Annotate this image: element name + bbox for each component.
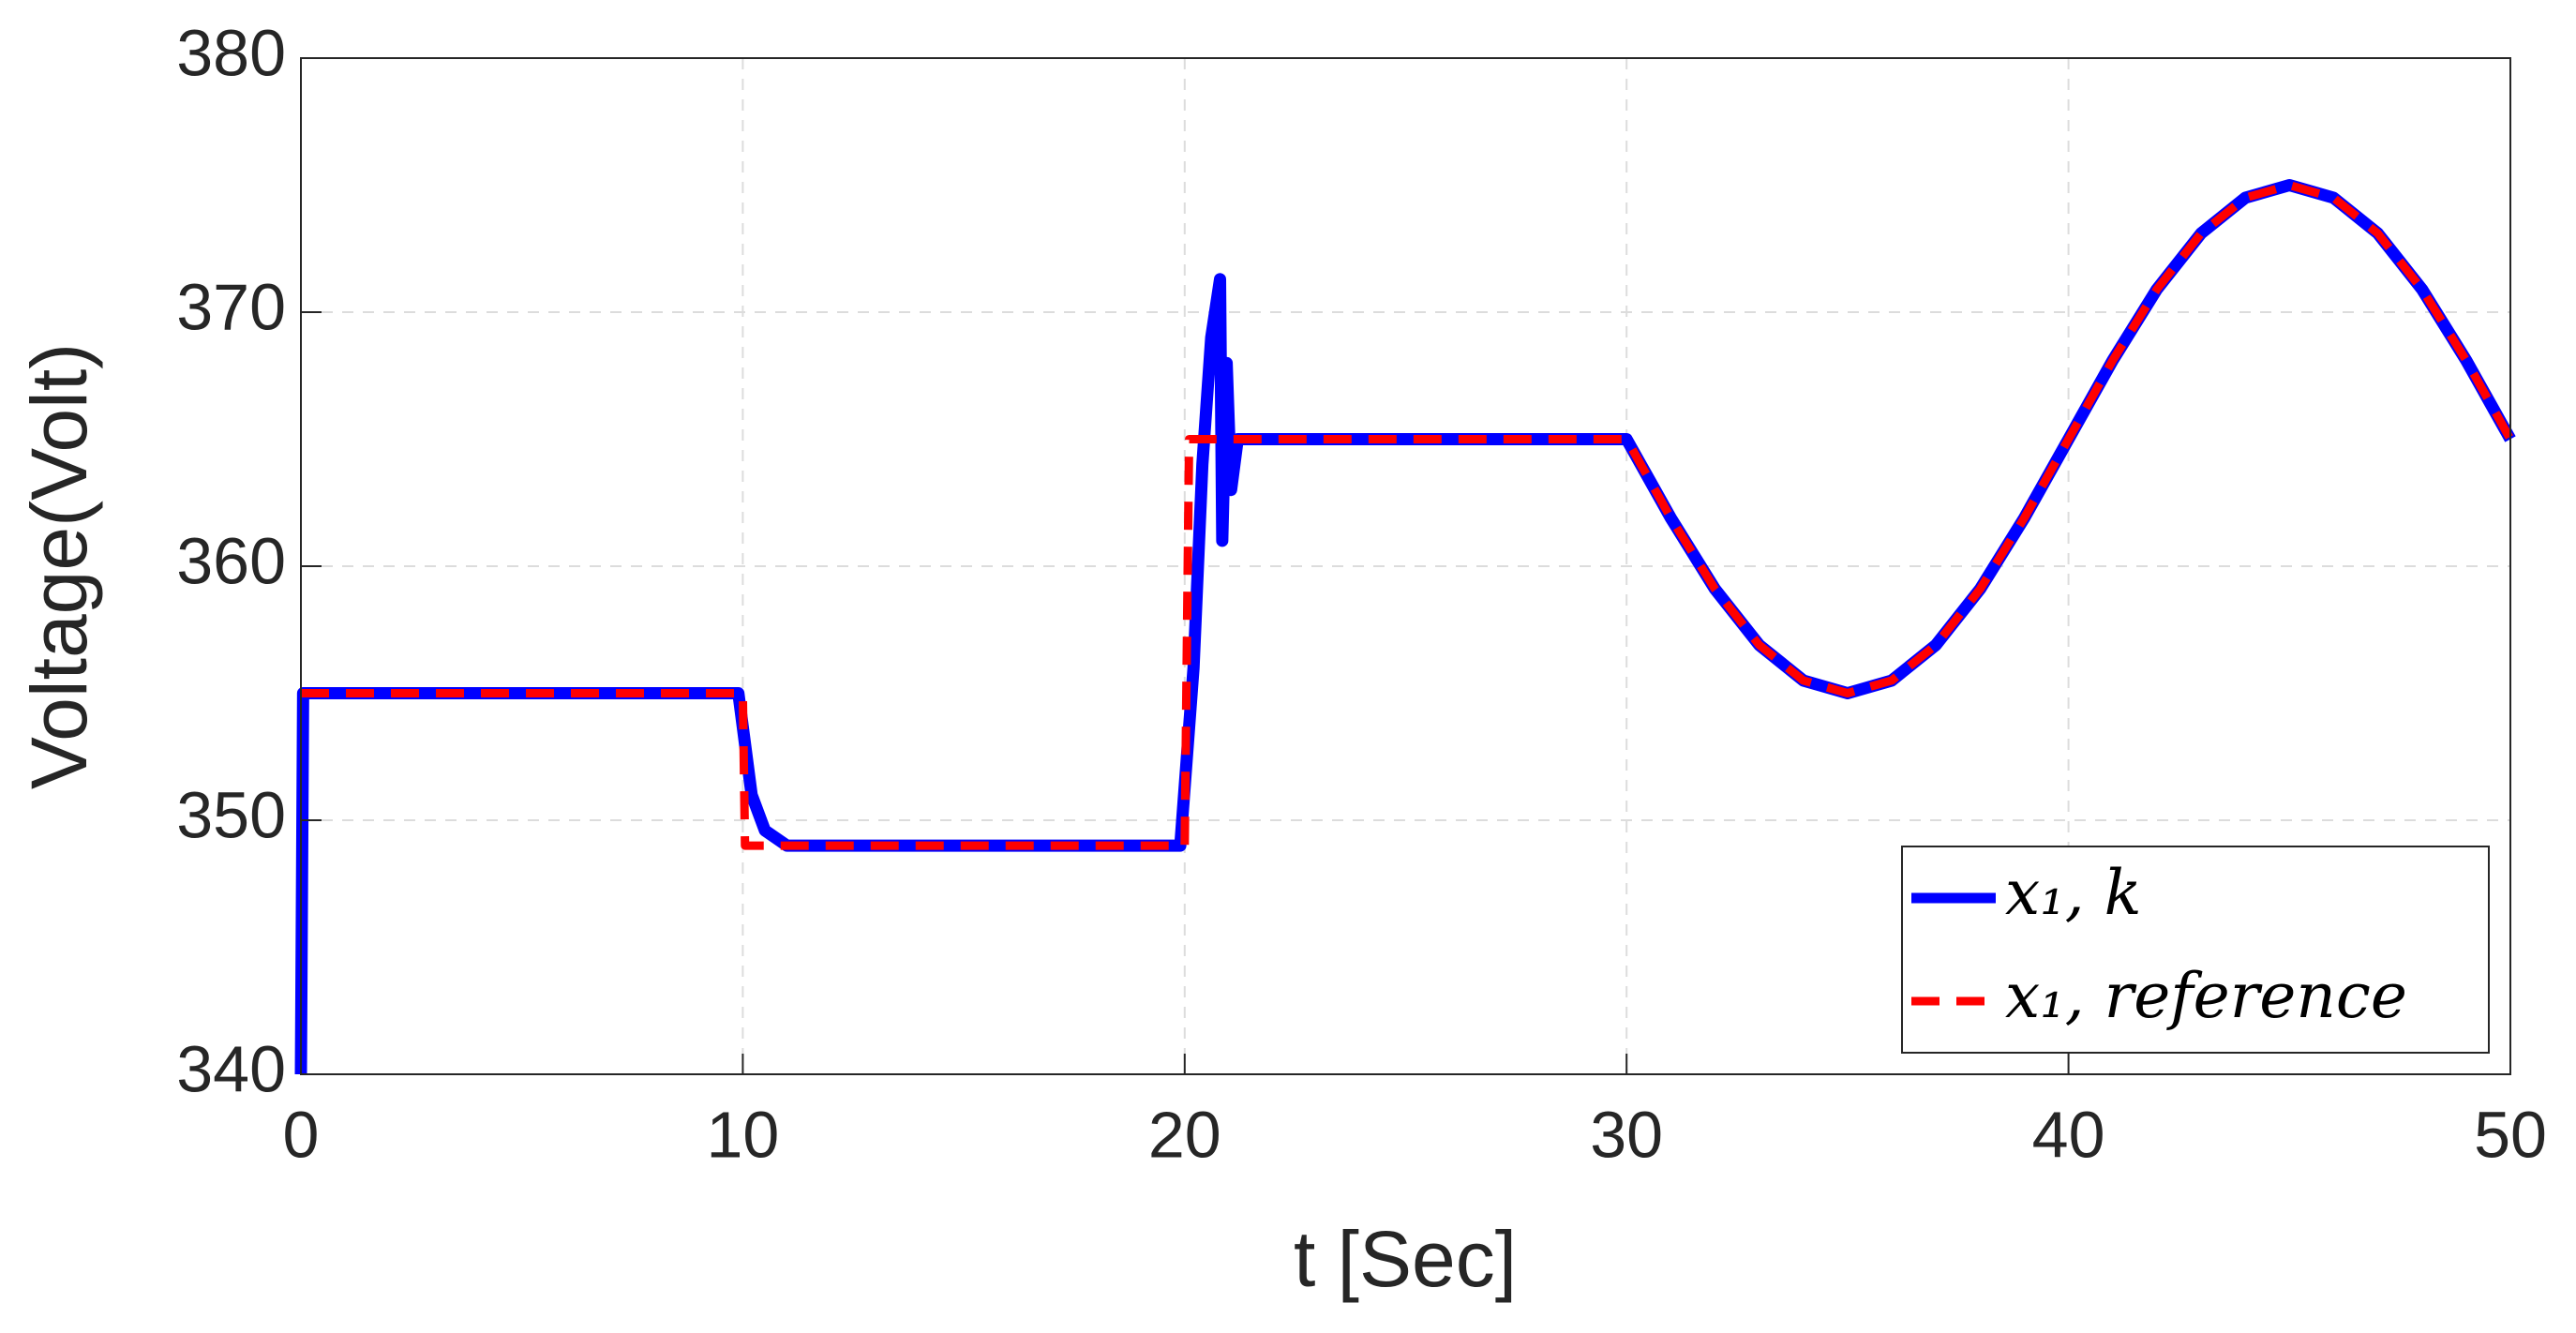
x-tick-label: 40	[2032, 1098, 2105, 1171]
x-tick-label: 0	[283, 1098, 320, 1171]
y-tick-label: 380	[176, 16, 286, 89]
x-tick-label: 30	[1590, 1098, 1663, 1171]
x-axis-label: t [Sec]	[1294, 1215, 1517, 1303]
y-tick-label: 340	[176, 1032, 286, 1105]
legend-label: x₁, k	[2005, 857, 2142, 929]
y-tick-label: 370	[176, 270, 286, 343]
y-tick-label: 350	[176, 778, 286, 851]
legend: x₁, k x₁, reference	[1901, 846, 2490, 1054]
plot-lines	[294, 179, 2516, 1075]
legend-box	[1901, 846, 2490, 1054]
legend-label: x₁, reference	[2005, 960, 2407, 1032]
x-tick-label: 50	[2474, 1098, 2547, 1171]
x-tick-label: 10	[706, 1098, 779, 1171]
y-tick-label: 360	[176, 524, 286, 597]
x-tick-label: 20	[1148, 1098, 1221, 1171]
ticks: 0 10 20 30 40 50 340 350 360 370 380	[176, 16, 2547, 1171]
y-axis-label: Voltage(Volt)	[15, 343, 103, 789]
series-line	[301, 181, 2514, 850]
